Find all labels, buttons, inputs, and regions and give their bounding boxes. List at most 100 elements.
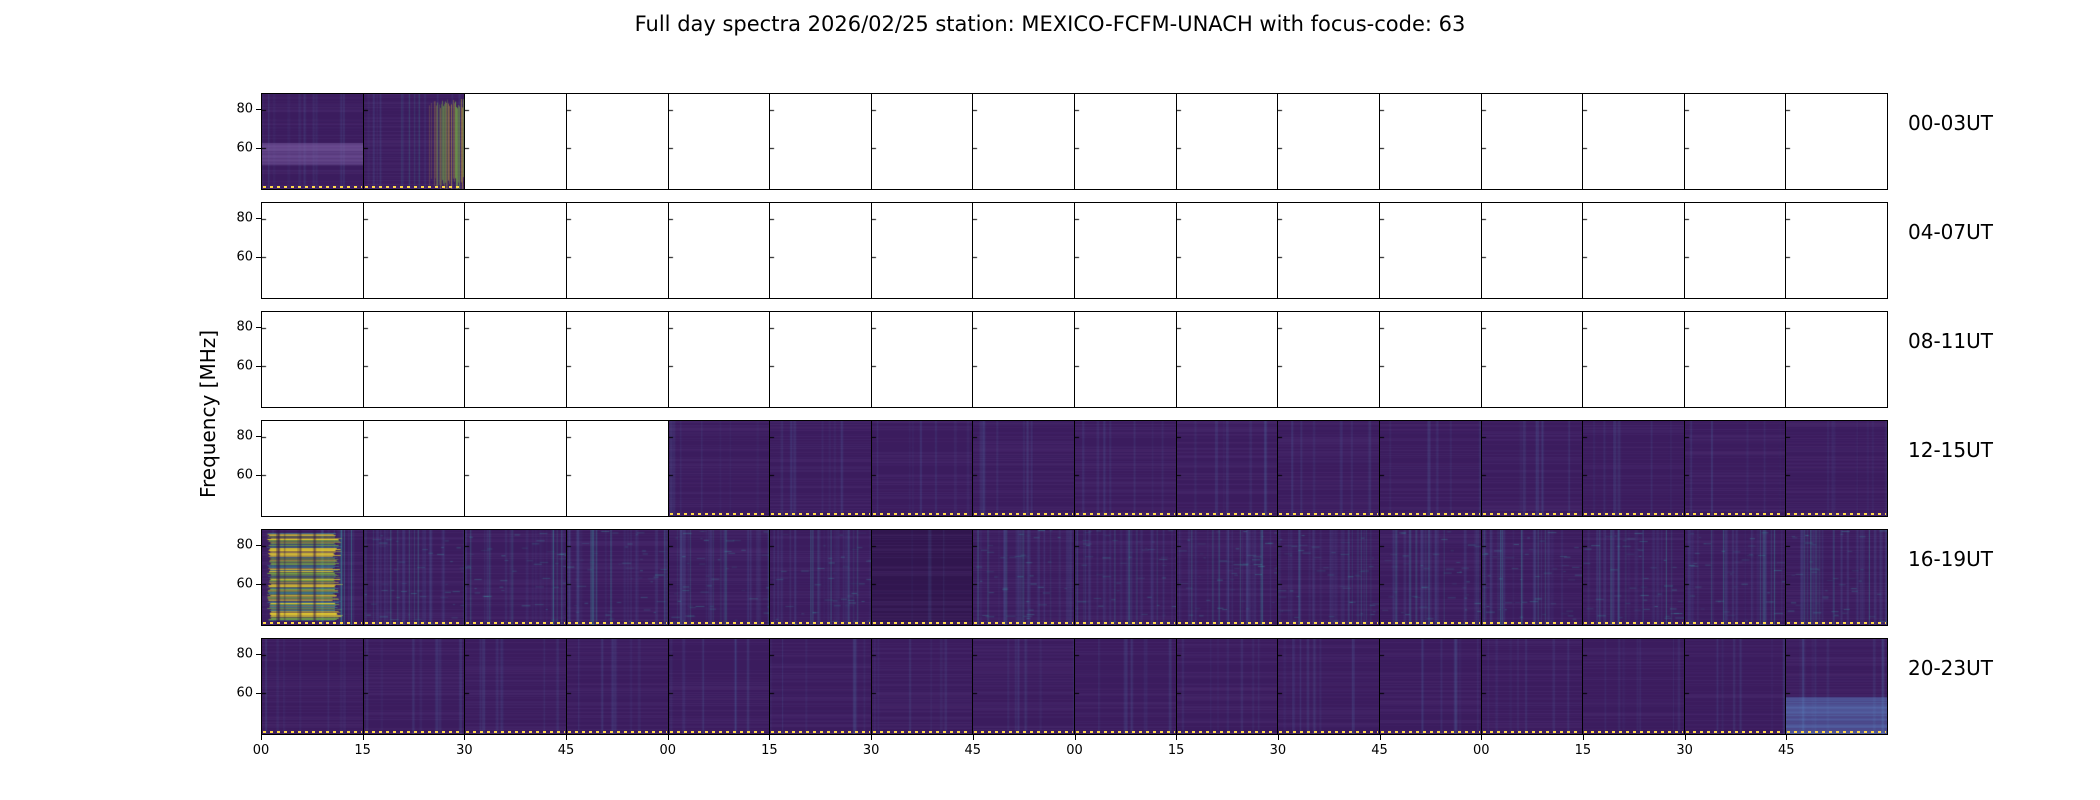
spectrogram-image: [1684, 530, 1786, 625]
spectrogram-panel: [1785, 638, 1888, 735]
spectrogram-panel: [1582, 93, 1685, 190]
spectrogram-panel: [464, 638, 567, 735]
spectrogram-panel: [1480, 420, 1584, 517]
spectrogram-image: [1176, 639, 1278, 734]
spectrogram-image: [1379, 94, 1481, 189]
spectrogram-image: [262, 421, 363, 516]
scan-marker-line: [567, 731, 667, 733]
y-axis-tick: [256, 693, 261, 695]
spectrogram-panel: [565, 93, 669, 190]
spectrogram-image: [871, 421, 973, 516]
spectrogram-panel: [565, 529, 669, 626]
spectrogram-panel: [464, 202, 567, 299]
spectrogram-panel: [1683, 529, 1787, 626]
spectrogram-image: [465, 639, 566, 734]
spectrogram-panel: [972, 311, 1075, 408]
spectrogram-image: [1176, 312, 1278, 407]
spectrogram-image: [973, 94, 1074, 189]
spectrogram-image: [363, 312, 465, 407]
y-tick-label: 60: [236, 140, 253, 156]
spectrogram-panel: [261, 311, 364, 408]
spectrogram-panel: [972, 93, 1075, 190]
scan-marker-line: [1584, 731, 1683, 733]
spectrogram-image: [465, 94, 566, 189]
spectrogram-image: [1278, 421, 1379, 516]
spectrogram-image: [973, 639, 1074, 734]
y-tick-label: 60: [236, 467, 253, 483]
spectrogram-panel: [565, 311, 669, 408]
spectrogram-panel: [1378, 93, 1482, 190]
spectrogram-panel: [1582, 420, 1685, 517]
x-tick-label: 45: [1778, 743, 1795, 758]
spectrogram-panel: [1277, 311, 1380, 408]
spectrogram-panel: [1175, 529, 1279, 626]
spectrogram-panel: [972, 202, 1075, 299]
spectrogram-image: [1075, 94, 1176, 189]
spectrogram-image: [1075, 312, 1176, 407]
spectrogram-panel: [261, 638, 364, 735]
spectrogram-image: [1075, 421, 1176, 516]
spectrogram-image: [1379, 639, 1481, 734]
spectrogram-image: [363, 203, 465, 298]
scan-marker-line: [1584, 513, 1683, 515]
x-axis-tick: [667, 735, 669, 740]
spectrogram-panel: [1480, 202, 1584, 299]
spectrogram-image: [770, 639, 871, 734]
spectrogram-panel: [362, 529, 466, 626]
spectrogram-image: [262, 530, 363, 625]
scan-marker-line: [1685, 513, 1785, 515]
spectrogram-image: [465, 421, 566, 516]
x-tick-label: 15: [1167, 743, 1185, 758]
scan-marker-line: [364, 731, 464, 733]
spectrogram-panel: [362, 93, 466, 190]
spectrogram-panel: [1074, 638, 1177, 735]
row-time-label: 08-11UT: [1908, 329, 1993, 353]
spectrogram-image: [262, 94, 363, 189]
spectrogram-panel: [1175, 311, 1279, 408]
spectrogram-image: [1786, 421, 1887, 516]
spectrogram-panel: [870, 638, 974, 735]
spectrogram-image: [1583, 94, 1684, 189]
spectrogram-image: [871, 203, 973, 298]
spectrogram-panel: [362, 420, 466, 517]
y-tick-label: 60: [236, 249, 253, 265]
spectrogram-image: [668, 421, 770, 516]
spectrogram-image: [770, 203, 871, 298]
spectrogram-image: [973, 203, 1074, 298]
spectrogram-image: [363, 94, 465, 189]
x-axis-tick: [362, 735, 364, 740]
spectrogram-image: [1075, 639, 1176, 734]
spectrogram-panel: [667, 529, 771, 626]
spectrogram-panel: [667, 420, 771, 517]
scan-marker-line: [1482, 513, 1582, 515]
spectrogram-panel: [565, 202, 669, 299]
spectrogram-panel: [972, 638, 1075, 735]
spectrogram-image: [1786, 312, 1887, 407]
scan-marker-line: [974, 513, 1073, 515]
scan-marker-line: [1685, 622, 1785, 624]
x-axis-tick: [972, 735, 974, 740]
x-axis-tick: [1277, 735, 1279, 740]
y-axis-tick: [256, 148, 261, 150]
scan-marker-line: [669, 622, 769, 624]
scan-marker-line: [1787, 731, 1886, 733]
spectrogram-image: [566, 203, 668, 298]
scan-marker-line: [364, 186, 464, 188]
x-tick-label: 45: [1371, 743, 1388, 758]
spectrogram-panel: [870, 420, 974, 517]
spectrogram-panel: [1582, 202, 1685, 299]
y-axis-tick: [256, 109, 261, 111]
spectrogram-panel: [1277, 529, 1380, 626]
spectrogram-panel: [362, 638, 466, 735]
spectrogram-panel: [1378, 311, 1482, 408]
scan-marker-line: [1076, 731, 1175, 733]
spectrogram-image: [1481, 312, 1583, 407]
spectrogram-panel: [1175, 202, 1279, 299]
spectrogram-image: [770, 530, 871, 625]
spectrogram-image: [1278, 203, 1379, 298]
spectrogram-image: [871, 94, 973, 189]
scan-marker-line: [466, 731, 565, 733]
spectrogram-image: [770, 94, 871, 189]
x-tick-label: 15: [761, 743, 778, 758]
spectrogram-panel: [1378, 420, 1482, 517]
